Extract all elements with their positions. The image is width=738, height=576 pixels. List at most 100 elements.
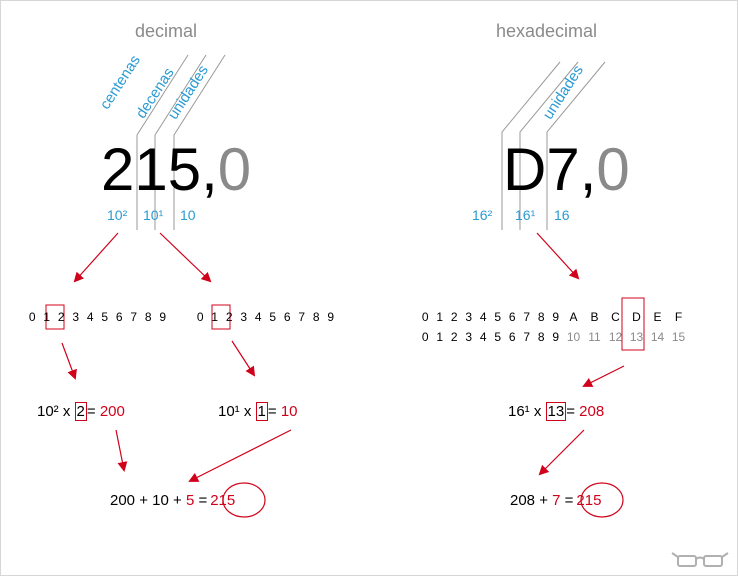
hex-result-circle — [580, 482, 624, 518]
digit-cell: 12 — [608, 330, 623, 344]
digit-1: 1 — [134, 136, 168, 203]
dec-box-2 — [45, 304, 65, 330]
digit-cell: 2 — [57, 310, 65, 324]
dec-result-circle — [222, 482, 266, 518]
digit-cell: E — [653, 310, 662, 324]
dec-final-equation: 200 + 10 + 5 = 215 — [110, 492, 236, 509]
hexadecimal-title: hexadecimal — [496, 21, 598, 41]
decimal-title: decimal — [135, 21, 198, 41]
hex-number: D7,0 — [503, 140, 630, 200]
decimal-number: 215,0 — [101, 140, 251, 200]
digit-cell: 6 — [508, 310, 516, 324]
dec-box-1 — [211, 304, 231, 330]
power-dec-0: 10 — [180, 207, 196, 223]
dec-final-result: 215 — [210, 492, 236, 509]
arrow-dec-10-down — [188, 429, 292, 482]
digit-cell: A — [569, 310, 578, 324]
digit-D: D — [503, 136, 547, 203]
hex-decimal-digit-row: 0 1 2 3 4 5 6 7 8 9 10 11 12 13 14 15 — [418, 331, 689, 343]
digit-cell: 1 — [211, 310, 219, 324]
power-hex-0: 16 — [554, 207, 570, 223]
decimal-comma: , — [201, 136, 218, 203]
digit-cell: 1 — [43, 310, 51, 324]
hex-box-D — [621, 297, 645, 351]
digit-cell: 9 — [159, 310, 167, 324]
digit-cell: 11 — [588, 330, 601, 344]
arrow-dec-200-down — [115, 429, 128, 472]
power-dec-2: 10² — [107, 207, 128, 223]
digit-cell: 7 — [523, 330, 531, 344]
digit-cell: 13 — [629, 330, 644, 344]
digit-cell: 5 — [269, 310, 277, 324]
digit-cell: 1 — [436, 310, 444, 324]
power-hex-1: 16¹ — [515, 207, 536, 223]
dec-eq2-box: 1 — [255, 402, 268, 421]
digit-cell: B — [590, 310, 599, 324]
digit-cell: 1 — [436, 330, 444, 344]
digit-cell: 9 — [327, 310, 335, 324]
dec-eq1-result: 200 — [99, 403, 125, 420]
arrow-dec-left — [73, 232, 119, 283]
digit-cell: 6 — [283, 310, 291, 324]
digit-cell: 7 — [523, 310, 531, 324]
digit-cell: 8 — [312, 310, 320, 324]
arrow-hex-13-down — [582, 365, 625, 387]
digit-cell: 4 — [479, 310, 487, 324]
arrow-hex-208-down — [538, 429, 585, 476]
power-dec-1: 10¹ — [143, 207, 164, 223]
digit-cell: 0 — [421, 310, 429, 324]
digit-cell: 7 — [130, 310, 138, 324]
digit-cell: F — [674, 310, 683, 324]
digit-cell: 4 — [479, 330, 487, 344]
digit-cell: 15 — [671, 330, 686, 344]
digit-cell: 3 — [465, 330, 473, 344]
digit-cell: 4 — [254, 310, 262, 324]
arrow-dec-1-down — [231, 340, 256, 377]
digit-cell: 6 — [115, 310, 123, 324]
digit-2: 2 — [101, 136, 135, 203]
hex-fraction: 0 — [596, 136, 630, 203]
dec-equation-2: 10¹ x 1 = 10 — [218, 402, 298, 421]
digit-cell: 8 — [144, 310, 152, 324]
decimal-fraction: 0 — [217, 136, 252, 203]
digit-cell: 0 — [196, 310, 204, 324]
digit-cell: 2 — [225, 310, 233, 324]
digit-cell: 2 — [450, 310, 458, 324]
digit-cell: 3 — [240, 310, 248, 324]
digit-cell: 5 — [494, 330, 502, 344]
digit-cell: 9 — [552, 330, 560, 344]
glasses-icon — [671, 552, 729, 567]
digit-cell: C — [611, 310, 620, 324]
dec-eq1-box: 2 — [74, 402, 87, 421]
digit-5: 5 — [167, 136, 202, 203]
digit-cell: 6 — [508, 330, 516, 344]
digit-cell: 10 — [566, 330, 581, 344]
decimal-column-separators — [136, 54, 226, 230]
dec-eq2-result: 10 — [280, 403, 298, 420]
digit-cell: 3 — [465, 310, 473, 324]
arrow-hex-down — [536, 232, 580, 280]
digit-cell: 14 — [650, 330, 665, 344]
hex-equation-1: 16¹ x 13 = 208 — [508, 402, 605, 421]
arrow-dec-right — [159, 232, 212, 283]
hex-column-separators — [501, 61, 606, 230]
digit-cell: D — [632, 310, 641, 324]
digit-7: 7 — [546, 136, 580, 203]
digit-cell: 0 — [28, 310, 36, 324]
digit-cell: 9 — [552, 310, 560, 324]
digit-cell: 8 — [537, 330, 545, 344]
digit-cell: 5 — [494, 310, 502, 324]
digit-cell: 3 — [72, 310, 80, 324]
dec-equation-1: 10² x 2 = 200 — [37, 402, 125, 421]
arrow-dec-2-down — [61, 342, 77, 380]
digit-cell: 7 — [298, 310, 306, 324]
hex-eq1-result: 208 — [579, 403, 605, 420]
digit-cell: 5 — [101, 310, 109, 324]
power-hex-2: 16² — [472, 207, 493, 223]
hex-eq1-box: 13 — [545, 402, 567, 421]
